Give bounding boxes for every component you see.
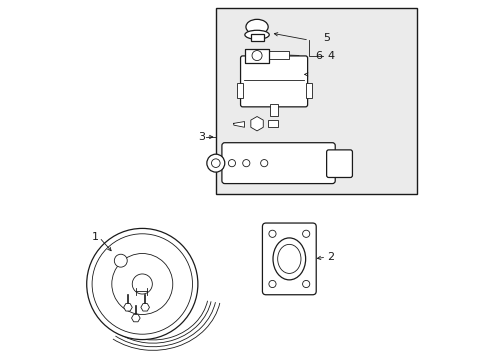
Bar xyxy=(257,51,289,59)
Circle shape xyxy=(302,230,309,237)
Circle shape xyxy=(251,50,262,60)
FancyBboxPatch shape xyxy=(326,150,352,177)
Circle shape xyxy=(206,154,224,172)
Circle shape xyxy=(86,228,198,339)
Text: 3: 3 xyxy=(198,132,204,142)
Text: 6: 6 xyxy=(314,50,322,60)
Bar xyxy=(270,104,277,116)
Circle shape xyxy=(211,159,220,167)
Ellipse shape xyxy=(245,19,267,35)
Circle shape xyxy=(132,274,152,294)
Circle shape xyxy=(268,280,276,288)
FancyBboxPatch shape xyxy=(240,56,307,107)
Circle shape xyxy=(112,253,172,315)
Bar xyxy=(237,83,243,98)
Text: 2: 2 xyxy=(326,252,333,262)
Ellipse shape xyxy=(244,30,269,39)
FancyBboxPatch shape xyxy=(222,143,335,184)
Circle shape xyxy=(302,280,309,288)
Circle shape xyxy=(228,159,235,167)
FancyBboxPatch shape xyxy=(244,49,269,63)
Circle shape xyxy=(242,159,249,167)
Bar xyxy=(267,121,277,127)
FancyBboxPatch shape xyxy=(262,223,316,295)
Ellipse shape xyxy=(277,244,301,273)
Text: 4: 4 xyxy=(326,50,333,60)
Polygon shape xyxy=(233,122,244,127)
Circle shape xyxy=(260,159,267,167)
Bar xyxy=(250,34,263,41)
Text: 5: 5 xyxy=(323,33,330,43)
Bar xyxy=(215,8,416,194)
Circle shape xyxy=(268,230,276,237)
Text: 1: 1 xyxy=(91,232,98,242)
Ellipse shape xyxy=(272,238,305,280)
Bar xyxy=(305,83,311,98)
Circle shape xyxy=(114,254,127,267)
